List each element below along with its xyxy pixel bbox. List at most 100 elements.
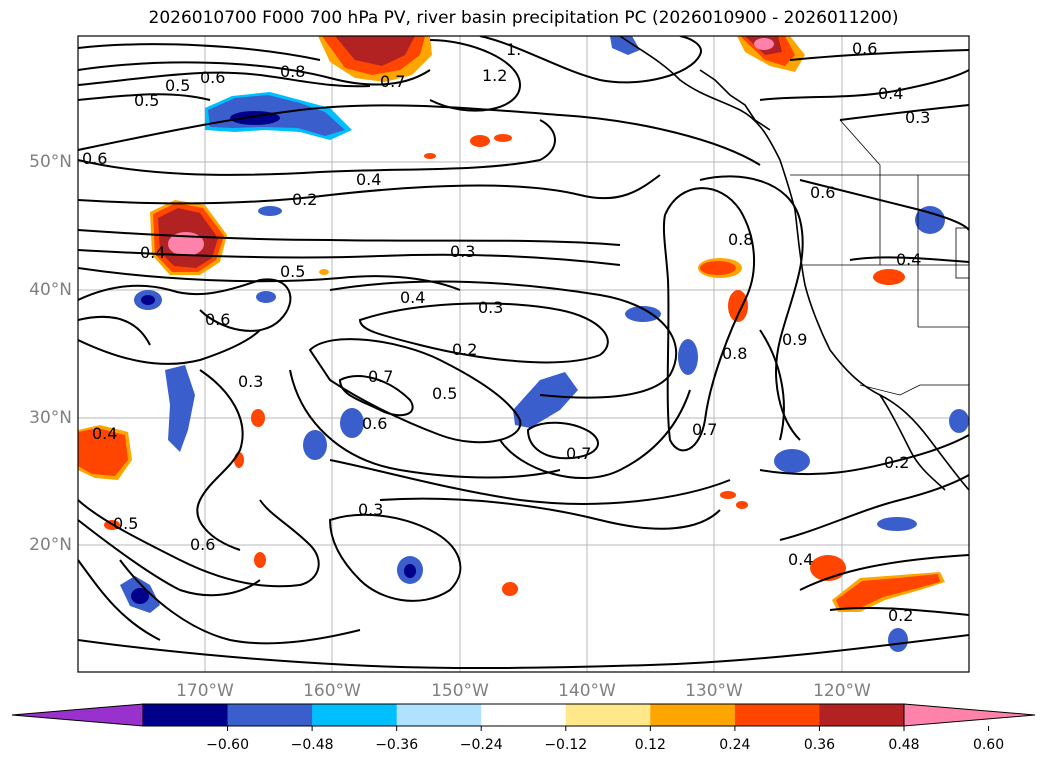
precip-blob-negative bbox=[888, 628, 908, 652]
colorbar-tick-label: −0.48 bbox=[290, 737, 334, 753]
lat-label-50n: 50°N bbox=[29, 152, 72, 172]
colorbar-segment bbox=[143, 704, 229, 726]
contour-label: 1.2 bbox=[482, 66, 508, 85]
colorbar-tick-label: −0.24 bbox=[459, 737, 503, 753]
contour-label: 0.8 bbox=[280, 62, 306, 81]
precip-blob-negative bbox=[915, 206, 945, 234]
precip-blob-negative bbox=[141, 295, 155, 305]
precip-blob-positive bbox=[754, 38, 774, 50]
lon-label-120w: 120°W bbox=[813, 681, 871, 701]
lon-label-130w: 130°W bbox=[685, 681, 743, 701]
contour-label: 0.8 bbox=[728, 230, 754, 249]
colorbar-segments bbox=[11, 703, 1036, 727]
contour-label: 0.6 bbox=[810, 183, 836, 202]
contour-label: 0.4 bbox=[788, 550, 814, 569]
contour-label: 0.7 bbox=[368, 367, 394, 386]
colorbar-segment bbox=[227, 704, 313, 726]
contour-label: 0.4 bbox=[92, 424, 118, 443]
colorbar-segment bbox=[734, 704, 820, 726]
colorbar-segment bbox=[565, 704, 651, 726]
contour-label: 0.3 bbox=[238, 372, 264, 391]
precip-blob-negative bbox=[774, 449, 810, 473]
precip-blob-negative bbox=[404, 564, 416, 578]
contour-label: 0.3 bbox=[478, 298, 504, 317]
contour-label: 0.3 bbox=[450, 242, 476, 261]
lon-label-160w: 160°W bbox=[303, 681, 361, 701]
lon-label-150w: 150°W bbox=[431, 681, 489, 701]
precip-blob-negative bbox=[625, 306, 661, 322]
precip-blob-negative bbox=[678, 339, 698, 375]
contour-label: 0.7 bbox=[692, 420, 718, 439]
precip-blob-negative bbox=[256, 291, 276, 303]
map-frame-border bbox=[77, 35, 970, 673]
contour-label: 0.6 bbox=[82, 149, 108, 168]
map-title: 2026010700 F000 700 hPa PV, river basin … bbox=[148, 8, 899, 28]
precip-blob-positive bbox=[728, 290, 748, 322]
colorbar-extend-right bbox=[903, 703, 1036, 727]
colorbar-outline bbox=[142, 703, 905, 727]
precip-blob-positive bbox=[810, 555, 846, 581]
contour-label: 0.4 bbox=[896, 250, 922, 269]
colorbar-tick-label: −0.36 bbox=[375, 737, 419, 753]
precip-blob-positive bbox=[254, 552, 266, 568]
precip-blob-positive bbox=[494, 134, 512, 142]
precip-blob-negative bbox=[303, 430, 327, 460]
precip-blob-positive bbox=[470, 135, 490, 147]
colorbar-tick-label: 0.24 bbox=[719, 737, 751, 753]
precip-blob-positive bbox=[502, 582, 518, 596]
precip-blob-negative bbox=[949, 409, 969, 433]
map-canvas bbox=[77, 35, 970, 673]
precip-blob-negative bbox=[258, 206, 282, 216]
precip-blob-positive bbox=[319, 269, 329, 275]
colorbar-extend-left bbox=[11, 703, 144, 727]
colorbar-tick-label: −0.60 bbox=[206, 737, 249, 753]
contour-label: 0.2 bbox=[884, 453, 910, 472]
coastline bbox=[619, 36, 969, 491]
contour-label: 0.3 bbox=[905, 108, 931, 127]
precip-blob-negative bbox=[131, 588, 149, 604]
lon-label-140w: 140°W bbox=[558, 681, 616, 701]
precip-blob-positive bbox=[720, 491, 736, 499]
precip-blob-positive bbox=[78, 428, 128, 476]
colorbar-segment bbox=[481, 704, 567, 726]
contour-label: 0.2 bbox=[452, 340, 478, 359]
colorbar-segment bbox=[312, 704, 398, 726]
precip-blob-negative bbox=[165, 365, 195, 452]
lat-label-20n: 20°N bbox=[29, 535, 72, 555]
contour-label: 0.7 bbox=[566, 444, 592, 463]
colorbar-tick-label: 0.36 bbox=[803, 737, 836, 753]
precip-blob-positive bbox=[424, 153, 436, 159]
precip-blob-positive bbox=[700, 261, 736, 275]
contour-label: 0.2 bbox=[292, 190, 318, 209]
contour-label: 0.2 bbox=[888, 606, 914, 625]
contour-label: 0.5 bbox=[280, 262, 306, 281]
precip-blob-positive bbox=[873, 269, 905, 285]
precip-blob-negative bbox=[340, 408, 364, 438]
colorbar-tick-label: 0.12 bbox=[634, 737, 666, 753]
precip-blob-negative bbox=[513, 372, 578, 428]
contour-label: 0.3 bbox=[358, 500, 384, 519]
colorbar-ticks bbox=[227, 726, 990, 731]
colorbar-tick-label: 0.48 bbox=[888, 737, 920, 753]
contour-label: 0.5 bbox=[432, 384, 458, 403]
colorbar-tick-label: −0.12 bbox=[544, 737, 588, 753]
contour-label: 0.5 bbox=[134, 91, 160, 110]
colorbar-tick-label: 0.60 bbox=[972, 737, 1005, 753]
contour-label: 0.5 bbox=[113, 514, 139, 533]
contour-label: 0.8 bbox=[722, 344, 748, 363]
colorbar-segment bbox=[396, 704, 482, 726]
precip-blob-positive bbox=[234, 452, 244, 468]
contour-label: 0.6 bbox=[362, 414, 388, 433]
precip-blob-negative bbox=[877, 517, 917, 531]
contour-label: 0.4 bbox=[400, 288, 426, 307]
lon-label-170w: 170°W bbox=[176, 681, 234, 701]
contour-label: 0.9 bbox=[782, 330, 808, 349]
precip-blob-positive bbox=[251, 409, 265, 427]
contour-label: 0.6 bbox=[200, 68, 226, 87]
political-borders bbox=[790, 119, 969, 396]
precip-blob-positive bbox=[736, 501, 748, 509]
precip-blob-negative bbox=[610, 36, 640, 55]
precip-blob-positive bbox=[168, 232, 204, 256]
contour-label: 0.4 bbox=[356, 170, 382, 189]
contour-label: 0.4 bbox=[140, 243, 166, 262]
